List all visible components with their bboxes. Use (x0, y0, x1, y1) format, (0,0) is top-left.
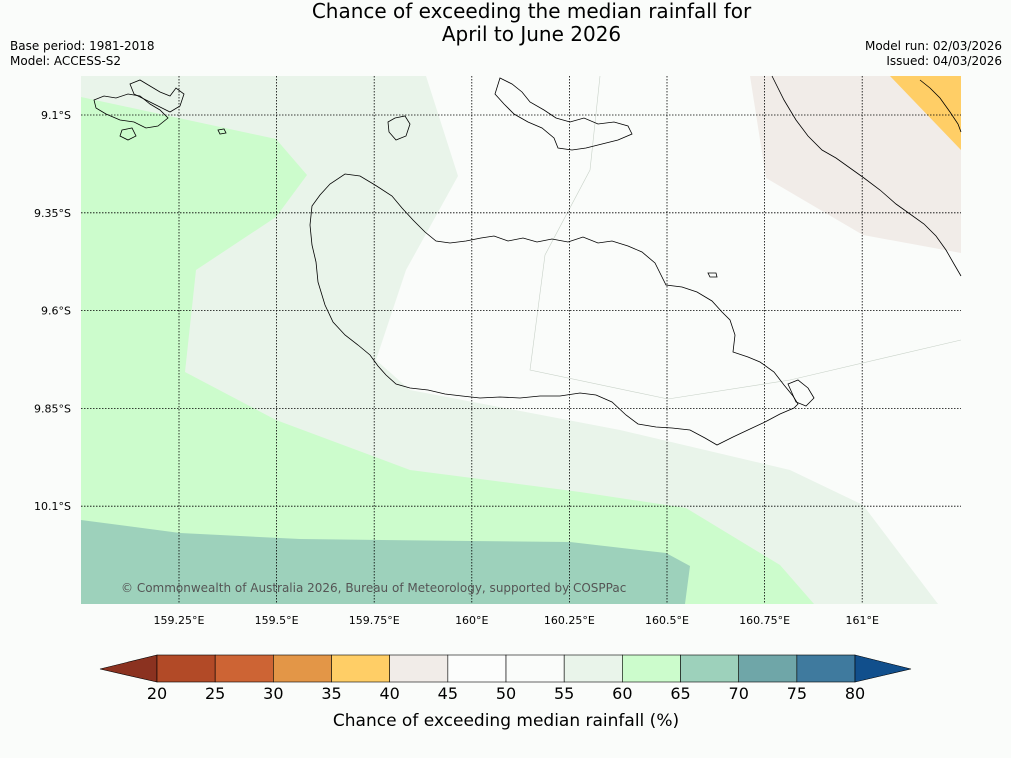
colorbar-tick-label: 60 (612, 684, 632, 703)
lon-tick-label: 161°E (845, 614, 878, 627)
colorbar-cell (214, 654, 274, 683)
colorbar-cell (738, 654, 798, 683)
colorbar-tick-label: 35 (321, 684, 341, 703)
lat-tick-label: 10.1°S (34, 500, 71, 513)
colorbar-tick-label: 25 (205, 684, 225, 703)
colorbar-tick-label: 65 (670, 684, 690, 703)
lat-tick-label: 9.6°S (41, 305, 71, 318)
title-line-2: April to June 2026 (441, 22, 622, 46)
colorbar-cell (563, 654, 623, 683)
colorbar-cell (505, 654, 565, 683)
colorbar-cell (331, 654, 390, 683)
colorbar-tick-label: 50 (496, 684, 516, 703)
lon-tick-label: 160.5°E (645, 614, 689, 627)
colorbar-tick-label: 30 (263, 684, 283, 703)
meta-right: Model run: 02/03/2026 Issued: 04/03/2026 (865, 39, 1002, 69)
copyright-notice: © Commonwealth of Australia 2026, Bureau… (121, 581, 626, 595)
map-title: Chance of exceeding the median rainfall … (0, 0, 1011, 46)
colorbar-cell (796, 654, 856, 683)
zone-60-65 (81, 97, 814, 604)
gridlines (81, 76, 961, 604)
lat-tick-label: 9.35°S (34, 207, 71, 220)
coastline-russell-2 (129, 79, 185, 113)
colorbar-over-arrow (854, 654, 912, 683)
coastline-islet-a (119, 127, 137, 141)
coastline-savo (387, 115, 411, 141)
colorbar-cell (447, 654, 507, 683)
lon-tick-label: 159.75°E (349, 614, 400, 627)
colorbar-cell (389, 654, 449, 683)
colorbar-cells (156, 654, 856, 683)
meta-left: Base period: 1981-2018 Model: ACCESS-S2 (10, 39, 155, 69)
colorbar-title: Chance of exceeding median rainfall (%) (333, 711, 679, 731)
faint-contour-a (529, 75, 962, 400)
issued-date: Issued: 04/03/2026 (886, 54, 1002, 68)
colorbar-labels: 20 25 30 35 40 45 50 55 60 65 70 75 80 (147, 684, 865, 703)
lon-tick-label: 160°E (455, 614, 488, 627)
colorbar-cell (622, 654, 681, 683)
colorbar-under-arrow (99, 654, 158, 683)
colorbar-cell (680, 654, 740, 683)
coastline-marau (787, 379, 815, 407)
latitude-labels: 9.1°S 9.35°S 9.6°S 9.85°S 10.1°S (34, 109, 71, 513)
zone-35-40 (890, 76, 961, 150)
lat-tick-label: 9.1°S (41, 109, 71, 122)
lon-tick-label: 160.75°E (739, 614, 790, 627)
lon-tick-label: 160.25°E (544, 614, 595, 627)
longitude-labels: 159.25°E 159.5°E 159.75°E 160°E 160.25°E 160.… (154, 614, 879, 627)
colorbar-tick-label: 45 (438, 684, 458, 703)
model-run-date: Model run: 02/03/2026 (864, 39, 1002, 53)
colorbar-tick-label: 55 (554, 684, 574, 703)
colorbar-tick-label: 40 (380, 684, 400, 703)
model-name: Model: ACCESS-S2 (10, 54, 122, 68)
zone-40-45 (750, 76, 961, 253)
lat-tick-label: 9.85°S (34, 402, 71, 415)
coastline-malaita (771, 75, 962, 277)
zone-65-70 (81, 520, 690, 604)
colorbar: 20 25 30 35 40 45 50 55 60 65 70 75 80 Chance of exc… (99, 654, 912, 731)
lon-tick-label: 159.5°E (255, 614, 299, 627)
colorbar-tick-label: 80 (845, 684, 865, 703)
colorbar-tick-label: 75 (787, 684, 807, 703)
title-line-1: Chance of exceeding the median rainfall … (311, 0, 752, 23)
colorbar-cell (273, 654, 332, 683)
map-area (81, 75, 962, 604)
colorbar-cell (156, 654, 216, 683)
coastline-islet-b (217, 128, 227, 135)
colorbar-tick-label: 70 (729, 684, 749, 703)
lon-tick-label: 159.25°E (154, 614, 205, 627)
coastline-malaita-north (919, 79, 962, 133)
coastline-russell (93, 93, 169, 129)
coastline-guadalcanal (309, 173, 799, 446)
colorbar-tick-label: 20 (147, 684, 167, 703)
coastline-islet-c (707, 272, 718, 278)
coastline-florida-islands (494, 77, 633, 151)
base-period: Base period: 1981-2018 (10, 39, 155, 53)
coastlines (93, 75, 962, 446)
